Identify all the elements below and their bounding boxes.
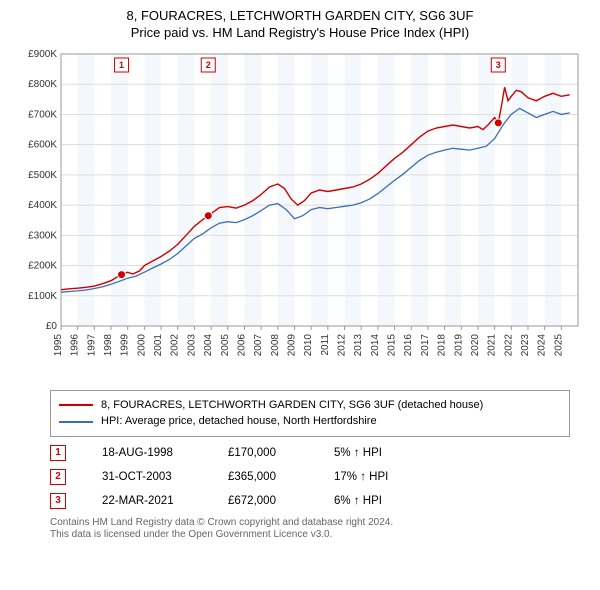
legend: 8, FOURACRES, LETCHWORTH GARDEN CITY, SG… xyxy=(50,390,570,437)
svg-text:2018: 2018 xyxy=(436,333,447,356)
svg-text:£0: £0 xyxy=(45,321,57,332)
svg-text:2014: 2014 xyxy=(369,333,380,356)
legend-label: 8, FOURACRES, LETCHWORTH GARDEN CITY, SG… xyxy=(101,397,483,414)
svg-text:1999: 1999 xyxy=(119,333,130,356)
chart-title-block: 8, FOURACRES, LETCHWORTH GARDEN CITY, SG… xyxy=(10,8,590,42)
svg-text:2023: 2023 xyxy=(519,333,530,356)
footnote: Contains HM Land Registry data © Crown c… xyxy=(50,517,570,542)
svg-text:2003: 2003 xyxy=(186,333,197,356)
svg-text:2015: 2015 xyxy=(386,333,397,356)
legend-swatch xyxy=(59,404,93,406)
footnote-line2: This data is licensed under the Open Gov… xyxy=(50,529,570,542)
svg-text:3: 3 xyxy=(495,60,500,70)
svg-text:2024: 2024 xyxy=(536,333,547,356)
price-chart-card: { "title": { "line1": "8, FOURACRES, LET… xyxy=(0,0,600,548)
svg-text:£900K: £900K xyxy=(28,49,57,60)
event-price: £672,000 xyxy=(228,495,298,507)
legend-row: HPI: Average price, detached house, Nort… xyxy=(59,413,561,430)
svg-text:1996: 1996 xyxy=(69,333,80,356)
svg-text:2007: 2007 xyxy=(253,333,264,356)
footnote-line1: Contains HM Land Registry data © Crown c… xyxy=(50,517,570,530)
event-marker: 1 xyxy=(50,445,66,461)
event-date: 22-MAR-2021 xyxy=(102,495,192,507)
svg-text:2016: 2016 xyxy=(403,333,414,356)
svg-text:2008: 2008 xyxy=(269,333,280,356)
event-price: £365,000 xyxy=(228,471,298,483)
svg-text:2011: 2011 xyxy=(319,333,330,355)
svg-text:2005: 2005 xyxy=(219,333,230,356)
svg-text:2000: 2000 xyxy=(136,333,147,356)
sale-events-table: 1 18-AUG-1998 £170,000 5% ↑ HPI 2 31-OCT-2003… xyxy=(50,445,570,509)
chart-svg: £0 £100K £200K £300K £400K £500K £600K £700K £80… xyxy=(13,46,588,386)
svg-text:2025: 2025 xyxy=(553,333,564,356)
legend-swatch xyxy=(59,421,93,423)
svg-text:£600K: £600K xyxy=(28,139,57,150)
svg-text:2020: 2020 xyxy=(469,333,480,356)
event-pct: 17% ↑ HPI xyxy=(334,471,414,483)
svg-text:2004: 2004 xyxy=(203,333,214,356)
svg-text:1: 1 xyxy=(119,60,124,70)
svg-text:2021: 2021 xyxy=(486,333,497,356)
price-chart: £0 £100K £200K £300K £400K £500K £600K £700K £80… xyxy=(13,46,588,386)
svg-text:2006: 2006 xyxy=(236,333,247,356)
chart-title-line2: Price paid vs. HM Land Registry's House … xyxy=(10,25,590,42)
event-date: 31-OCT-2003 xyxy=(102,471,192,483)
event-marker: 3 xyxy=(50,493,66,509)
event-price: £170,000 xyxy=(228,447,298,459)
svg-text:£300K: £300K xyxy=(28,230,57,241)
svg-text:1998: 1998 xyxy=(103,333,114,356)
svg-text:2012: 2012 xyxy=(336,333,347,356)
chart-title-line1: 8, FOURACRES, LETCHWORTH GARDEN CITY, SG… xyxy=(10,8,590,25)
svg-text:2017: 2017 xyxy=(419,333,430,356)
svg-text:2: 2 xyxy=(205,60,210,70)
svg-text:£100K: £100K xyxy=(28,291,57,302)
svg-text:2013: 2013 xyxy=(353,333,364,356)
svg-text:£700K: £700K xyxy=(28,109,57,120)
svg-text:2001: 2001 xyxy=(153,333,164,356)
svg-text:2022: 2022 xyxy=(503,333,514,356)
legend-label: HPI: Average price, detached house, Nort… xyxy=(101,413,377,430)
svg-text:£400K: £400K xyxy=(28,200,57,211)
sale-event-row: 3 22-MAR-2021 £672,000 6% ↑ HPI xyxy=(50,493,570,509)
event-marker: 2 xyxy=(50,469,66,485)
svg-text:£500K: £500K xyxy=(28,170,57,181)
sale-event-row: 1 18-AUG-1998 £170,000 5% ↑ HPI xyxy=(50,445,570,461)
svg-text:2002: 2002 xyxy=(169,333,180,356)
svg-text:1995: 1995 xyxy=(53,333,64,356)
event-date: 18-AUG-1998 xyxy=(102,447,192,459)
svg-text:2019: 2019 xyxy=(453,333,464,356)
event-pct: 6% ↑ HPI xyxy=(334,495,414,507)
svg-text:2009: 2009 xyxy=(286,333,297,356)
svg-text:£200K: £200K xyxy=(28,260,57,271)
svg-text:2010: 2010 xyxy=(303,333,314,356)
sale-event-row: 2 31-OCT-2003 £365,000 17% ↑ HPI xyxy=(50,469,570,485)
svg-text:1997: 1997 xyxy=(86,333,97,356)
svg-text:£800K: £800K xyxy=(28,79,57,90)
event-pct: 5% ↑ HPI xyxy=(334,447,414,459)
legend-row: 8, FOURACRES, LETCHWORTH GARDEN CITY, SG… xyxy=(59,397,561,414)
